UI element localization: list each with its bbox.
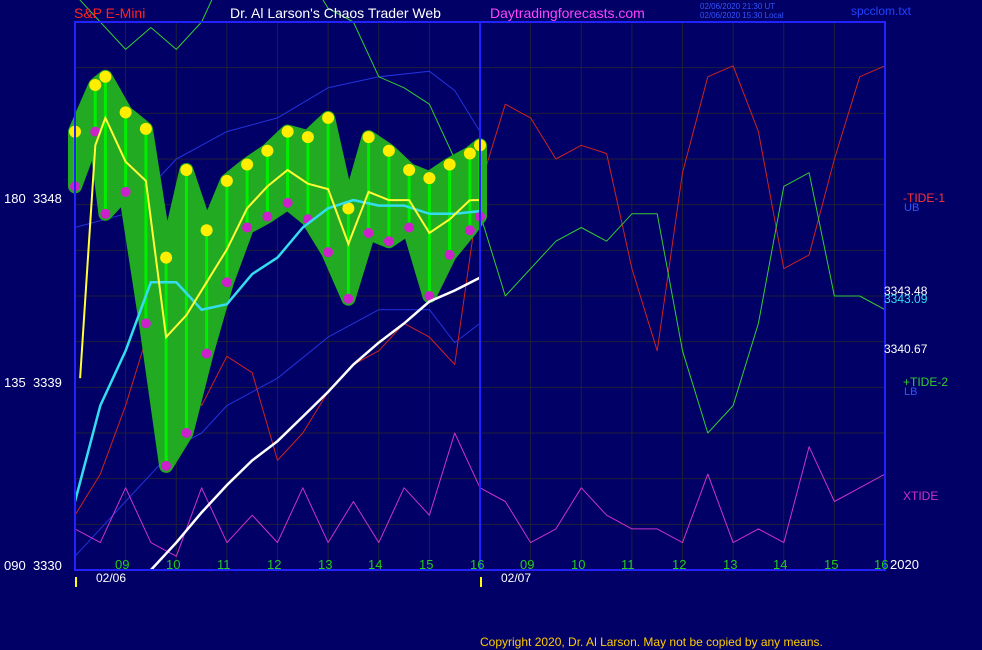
hour-label: 10 <box>571 557 586 572</box>
y-label-top: 180 3348 <box>4 191 62 206</box>
price-low-marker <box>363 227 374 238</box>
symbol-title: S&P E-Mini <box>74 5 146 21</box>
tide1-label: -TIDE-1 <box>903 191 945 205</box>
price-high-marker <box>382 144 395 157</box>
price-low-marker <box>444 249 455 260</box>
price-low-marker <box>404 222 415 233</box>
hour-label: 13 <box>723 557 738 572</box>
price-low-marker <box>90 126 101 137</box>
hour-label: 11 <box>217 557 231 572</box>
fast-average-line <box>79 115 480 379</box>
price-high-marker <box>160 251 173 264</box>
data-file-name: spcclom.txt <box>851 4 912 18</box>
price-high-marker <box>99 70 112 83</box>
price-low-marker <box>343 293 354 304</box>
year-label: 2020 <box>890 557 919 572</box>
price-high-marker <box>362 131 375 144</box>
slow-average-line <box>73 198 481 502</box>
date-label-1: 02/06 <box>96 571 127 585</box>
price-high-marker <box>139 122 152 135</box>
price-low-marker <box>282 197 293 208</box>
price-high-marker <box>89 79 102 92</box>
hour-label: 12 <box>672 557 687 572</box>
price-label-3: 3340.67 <box>884 342 928 356</box>
price-low-marker <box>161 460 172 471</box>
xtide-label: XTIDE <box>903 489 939 503</box>
y-label-bottom: 090 3330 <box>4 558 62 573</box>
price-high-marker <box>281 125 294 138</box>
price-low-marker <box>120 186 131 197</box>
price-high-marker <box>423 172 436 185</box>
lower-band-label: LB <box>904 386 918 398</box>
hour-label: 09 <box>520 557 535 572</box>
y-label-mid: 135 3339 <box>4 375 62 390</box>
price-label-1: 3343.48 <box>884 284 928 298</box>
price-low-marker <box>221 277 232 288</box>
timestamp-local: 02/06/2020 15:30 Local <box>700 11 784 20</box>
upper-band-label: UB <box>904 202 920 214</box>
date-label-2: 02/07 <box>501 571 532 585</box>
price-low-marker <box>201 348 212 359</box>
price-low-marker <box>323 247 334 258</box>
price-low-marker <box>140 318 151 329</box>
price-high-marker <box>342 202 355 215</box>
price-high-marker <box>403 163 416 176</box>
price-high-marker <box>119 106 132 119</box>
chart-title: Dr. Al Larson's Chaos Trader Web <box>230 5 441 21</box>
long-average-line <box>149 276 481 571</box>
price-high-marker <box>180 163 193 176</box>
hour-label: 14 <box>773 557 788 572</box>
hour-label: 15 <box>824 557 839 572</box>
price-high-marker <box>322 111 335 124</box>
hour-label: 11 <box>621 557 635 572</box>
price-layer <box>68 69 487 571</box>
site-link[interactable]: Daytradingforecasts.com <box>490 5 645 21</box>
price-high-marker <box>261 144 274 157</box>
price-low-marker <box>100 208 111 219</box>
price-label-2: 3343.09 <box>884 292 928 306</box>
price-high-marker <box>463 147 476 160</box>
hour-label: 13 <box>318 557 333 572</box>
hour-label: 09 <box>115 557 130 572</box>
copyright-notice: Copyright 2020, Dr. Al Larson. May not b… <box>480 635 823 649</box>
price-low-marker <box>242 222 253 233</box>
price-high-marker <box>443 158 456 171</box>
hour-label: 16 <box>874 557 889 572</box>
price-low-marker <box>464 225 475 236</box>
price-low-marker <box>181 428 192 438</box>
price-high-marker <box>220 174 233 187</box>
hour-label: 14 <box>368 557 383 572</box>
timestamp-ut: 02/06/2020 21:30 UT <box>700 2 776 11</box>
price-high-marker <box>301 131 314 144</box>
price-low-marker <box>262 211 273 222</box>
hour-label: 15 <box>419 557 434 572</box>
price-low-marker <box>424 291 435 301</box>
hour-label: 12 <box>267 557 282 572</box>
price-high-marker <box>241 158 254 171</box>
price-high-marker <box>200 224 213 237</box>
price-low-marker <box>383 236 394 247</box>
hour-label: 10 <box>166 557 181 572</box>
tide2-label: +TIDE-2 <box>903 375 949 389</box>
hour-label: 16 <box>470 557 485 572</box>
